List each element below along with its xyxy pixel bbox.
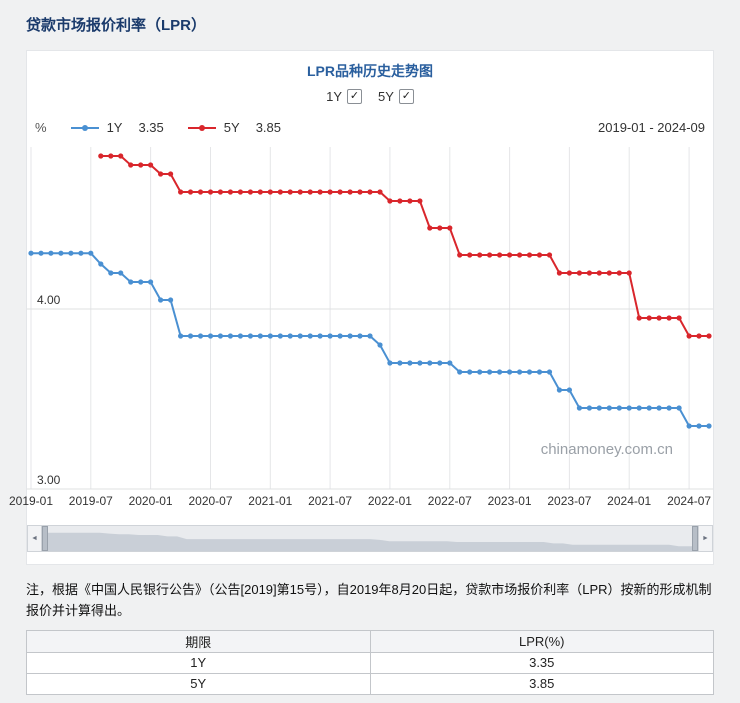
left-arrow-icon: ◄: [31, 535, 38, 542]
svg-text:2020-07: 2020-07: [188, 494, 232, 508]
table-header-term: 期限: [26, 629, 371, 653]
svg-text:3.00: 3.00: [37, 473, 61, 487]
check-icon: ✓: [401, 90, 412, 102]
table-cell-term-5y: 5Y: [26, 672, 371, 695]
legend-label-5y: 5Y: [223, 120, 240, 135]
svg-text:2023-07: 2023-07: [547, 494, 591, 508]
table-row: 5Y 3.85: [26, 672, 714, 695]
lpr-line-chart: 2019-01 2019-07 2020-01 2020-07 2021-01 2021-…: [9, 147, 713, 508]
legend-line-1y-icon: [70, 124, 99, 131]
chart-range-slider: ◄ ►: [27, 525, 713, 552]
slider-right-handle[interactable]: [692, 526, 698, 551]
legend-value-5y: 3.85: [255, 120, 281, 135]
table-header-lpr: LPR(%): [369, 629, 714, 653]
toggle-5y-label: 5Y: [378, 89, 394, 104]
toggle-5y[interactable]: 5Y ✓: [378, 89, 414, 104]
toggle-1y[interactable]: 1Y ✓: [326, 89, 362, 104]
checkbox-1y[interactable]: ✓: [347, 89, 362, 104]
y-axis-unit-label: %: [35, 120, 47, 135]
legend-row: % 1Y 3.35 5Y 3.85 2019-01 - 2024-09: [35, 120, 705, 135]
legend-dot-5y-icon: [198, 124, 205, 131]
page-title: 贷款市场报价利率（LPR）: [26, 17, 207, 34]
svg-text:2020-01: 2020-01: [129, 494, 173, 508]
table-cell-value-5y: 3.85: [369, 672, 714, 695]
svg-text:2022-07: 2022-07: [428, 494, 472, 508]
table-header-row: 期限 LPR(%): [26, 629, 714, 653]
legend-value-1y: 3.35: [138, 120, 164, 135]
slider-right-arrow-button[interactable]: ►: [698, 525, 713, 552]
table-cell-value-1y: 3.35: [369, 651, 714, 674]
checkbox-5y[interactable]: ✓: [398, 89, 414, 104]
svg-text:2021-07: 2021-07: [308, 494, 352, 508]
svg-text:2019-01: 2019-01: [9, 494, 53, 508]
slider-left-arrow-button[interactable]: ◄: [27, 525, 42, 552]
chart-area: 2019-01 2019-07 2020-01 2020-07 2021-01 2021-…: [9, 139, 713, 513]
legend-item-1y: 1Y 3.35: [70, 120, 164, 135]
check-icon: ✓: [349, 90, 360, 102]
slider-left-handle[interactable]: [42, 526, 48, 551]
series-toggles: 1Y ✓ 5Y ✓: [27, 89, 713, 104]
table-row: 1Y 3.35: [26, 651, 714, 674]
svg-text:2021-01: 2021-01: [248, 494, 292, 508]
legend-item-5y: 5Y 3.85: [187, 120, 281, 135]
svg-text:2024-01: 2024-01: [607, 494, 651, 508]
table-cell-term-1y: 1Y: [26, 651, 371, 674]
legend-line-5y-icon: [187, 124, 216, 131]
lpr-table: 期限 LPR(%) 1Y 3.35 5Y 3.85: [26, 629, 714, 695]
legend-label-1y: 1Y: [106, 120, 123, 135]
svg-text:2023-01: 2023-01: [488, 494, 532, 508]
chart-title: LPR品种历史走势图: [307, 63, 433, 79]
svg-text:2019-07: 2019-07: [69, 494, 113, 508]
chart-card: LPR品种历史走势图 1Y ✓ 5Y ✓ % 1Y 3.35 5Y 3.85 2…: [9, 50, 714, 565]
svg-text:2022-01: 2022-01: [368, 494, 412, 508]
legend-dot-1y-icon: [81, 124, 88, 131]
svg-text:4.00: 4.00: [37, 293, 61, 307]
slider-track[interactable]: [42, 525, 698, 552]
right-arrow-icon: ►: [702, 535, 709, 542]
slider-minimap: [42, 532, 698, 551]
date-range-label: 2019-01 - 2024-09: [598, 120, 705, 135]
svg-text:2024-07: 2024-07: [667, 494, 711, 508]
footnote: 注，根据《中国人民银行公告》（公告[2019]第15号），自2019年8月20日…: [26, 582, 712, 619]
toggle-1y-label: 1Y: [326, 89, 342, 104]
